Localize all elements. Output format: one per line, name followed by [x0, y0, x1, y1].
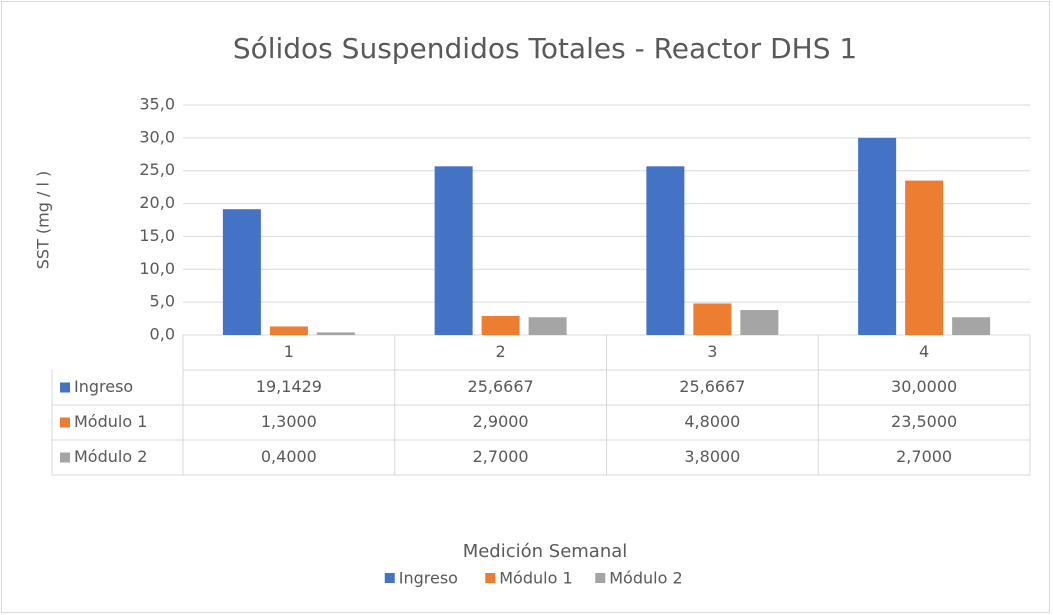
y-tick-label: 30,0 — [139, 127, 175, 146]
bar — [222, 209, 261, 335]
legend-key — [595, 573, 606, 583]
y-tick-label: 10,0 — [139, 259, 175, 278]
table-cell: 30,0000 — [891, 377, 957, 396]
x-axis-title: Medición Semanal — [463, 541, 628, 562]
table-row-label: Módulo 2 — [74, 447, 147, 466]
legend-label: Módulo 1 — [499, 569, 572, 588]
y-tick-label: 15,0 — [139, 226, 175, 245]
legend-label: Ingreso — [399, 569, 458, 588]
legend-key — [485, 573, 496, 583]
table-cell: 2,9000 — [473, 412, 529, 431]
table-cell: 19,1429 — [256, 377, 322, 396]
x-tick-label: 1 — [284, 342, 294, 361]
bar — [740, 310, 779, 335]
y-axis-title: SST (mg / l ) — [34, 171, 53, 270]
bar — [693, 303, 732, 335]
table-cell: 2,7000 — [473, 447, 529, 466]
bar — [528, 317, 567, 335]
y-tick-label: 20,0 — [139, 193, 175, 212]
table-cell: 4,8000 — [684, 412, 740, 431]
bar — [481, 315, 520, 335]
chart-title: Sólidos Suspendidos Totales - Reactor DH… — [233, 32, 857, 65]
table-row-label: Módulo 1 — [74, 412, 147, 431]
y-tick-label: 25,0 — [139, 160, 175, 179]
table-cell: 3,8000 — [684, 447, 740, 466]
bar — [269, 326, 308, 335]
table-cell: 23,5000 — [891, 412, 957, 431]
table-cell: 1,3000 — [261, 412, 317, 431]
table-legend-key — [60, 417, 70, 428]
bar — [316, 332, 355, 335]
bar — [905, 180, 944, 335]
bar — [858, 137, 897, 335]
y-tick-label: 0,0 — [150, 325, 175, 344]
bar — [646, 166, 685, 335]
legend-key — [384, 573, 395, 583]
table-legend-key — [60, 382, 70, 393]
bar — [952, 317, 991, 335]
table-legend-key — [60, 452, 70, 463]
x-tick-label: 2 — [496, 342, 506, 361]
y-tick-label: 35,0 — [139, 95, 175, 114]
table-cell: 2,7000 — [896, 447, 952, 466]
table-cell: 25,6667 — [468, 377, 534, 396]
bar — [434, 166, 473, 335]
table-cell: 25,6667 — [679, 377, 745, 396]
legend-label: Módulo 2 — [609, 569, 682, 588]
y-tick-label: 5,0 — [150, 292, 175, 311]
x-tick-label: 3 — [707, 342, 717, 361]
table-cell: 0,4000 — [261, 447, 317, 466]
x-tick-label: 4 — [919, 342, 929, 361]
table-row-label: Ingreso — [74, 377, 133, 396]
